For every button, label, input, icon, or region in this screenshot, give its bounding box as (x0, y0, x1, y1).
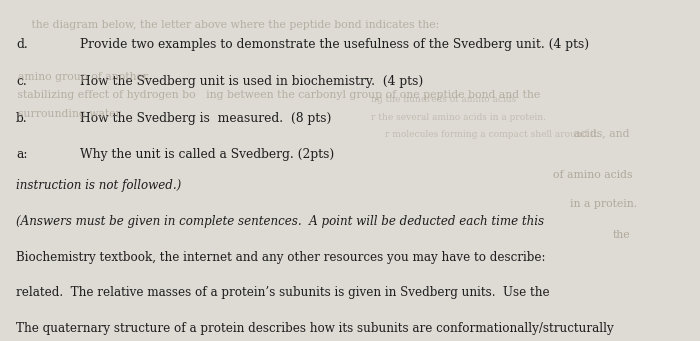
Text: of amino acids: of amino acids (553, 170, 633, 180)
Text: stabilizing effect of hydrogen bo   ing between the carbonyl group of one peptid: stabilizing effect of hydrogen bo ing be… (7, 90, 540, 100)
Text: the diagram below, the letter above where the peptide bond indicates the:: the diagram below, the letter above wher… (21, 20, 440, 30)
Text: The quaternary structure of a protein describes how its subunits are conformatio: The quaternary structure of a protein de… (16, 322, 614, 335)
Text: Biochemistry textbook, the internet and any other resources you may have to desc: Biochemistry textbook, the internet and … (16, 251, 545, 264)
Text: in a protein.: in a protein. (570, 199, 638, 209)
Text: r the several amino acids in a protein.: r the several amino acids in a protein. (371, 113, 546, 121)
Text: a:: a: (16, 148, 27, 161)
Text: (Answers must be given in complete sentences.  A point will be deducted each tim: (Answers must be given in complete sente… (16, 215, 544, 228)
Text: related.  The relative masses of a protein’s subunits is given in Svedberg units: related. The relative masses of a protei… (16, 286, 550, 299)
Text: the: the (612, 230, 630, 240)
Text: How the Svedberg is  measured.  (8 pts): How the Svedberg is measured. (8 pts) (80, 112, 332, 124)
Text: ng the hundreds of amino acids: ng the hundreds of amino acids (371, 95, 517, 104)
Text: Provide two examples to demonstrate the usefulness of the Svedberg unit. (4 pts): Provide two examples to demonstrate the … (80, 38, 589, 51)
Text: Why the unit is called a Svedberg. (2pts): Why the unit is called a Svedberg. (2pts… (80, 148, 335, 161)
Text: How the Svedberg unit is used in biochemistry.  (4 pts): How the Svedberg unit is used in biochem… (80, 75, 424, 88)
Text: d.: d. (16, 38, 28, 51)
Text: c.: c. (16, 75, 27, 88)
Text: r molecules forming a compact shell around it.: r molecules forming a compact shell arou… (385, 130, 600, 138)
Text: b.: b. (16, 112, 28, 124)
Text: acids, and: acids, and (574, 128, 629, 138)
Text: amino group of another.: amino group of another. (18, 72, 150, 81)
Text: instruction is not followed.): instruction is not followed.) (16, 179, 181, 192)
Text: surrounding water.: surrounding water. (18, 109, 122, 119)
